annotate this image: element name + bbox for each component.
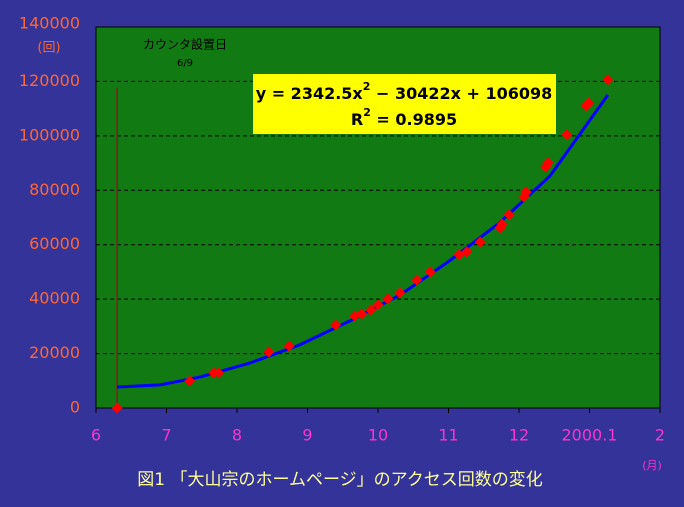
equation-text: R2 = 0.9895 [351, 106, 457, 129]
equation-box [253, 74, 556, 134]
data-point [213, 367, 225, 379]
data-point [111, 402, 123, 414]
data-point [372, 299, 384, 311]
equation-part: = 0.9895 [371, 110, 457, 129]
annotation-date: 6/9 [177, 58, 193, 69]
data-point [365, 304, 377, 316]
y-tick-label: 100000 [19, 125, 80, 144]
data-point [474, 236, 486, 248]
y-tick-label: 80000 [29, 180, 80, 199]
data-point [411, 274, 423, 286]
x-tick-label: 7 [161, 426, 171, 445]
data-point [602, 74, 614, 86]
y-tick-label: 140000 [19, 14, 80, 33]
x-tick-label: 6 [91, 426, 101, 445]
y-tick-label: 20000 [29, 343, 80, 362]
equation-part: y = 2342.5x [256, 84, 364, 103]
equation-part: R [351, 110, 363, 129]
data-point [542, 157, 554, 169]
y-tick-label: 0 [70, 398, 80, 417]
x-unit: (月) [642, 459, 662, 472]
data-point [561, 129, 573, 141]
data-point [263, 346, 275, 358]
superscript: 2 [363, 80, 371, 93]
y-tick-label: 40000 [29, 289, 80, 308]
data-point [520, 186, 532, 198]
data-point [184, 375, 196, 387]
equation-text: y = 2342.5x2 − 30422x + 106098 [256, 80, 553, 103]
x-tick-label: 12 [509, 426, 529, 445]
data-point [356, 308, 368, 320]
data-point [424, 266, 436, 278]
data-point [330, 319, 342, 331]
y-tick-label: 60000 [29, 234, 80, 253]
equation-part: − 30422x + 106098 [370, 84, 552, 103]
y-unit: (回) [37, 41, 60, 56]
data-point [496, 218, 508, 230]
x-tick-label: 11 [438, 426, 458, 445]
data-point [382, 293, 394, 305]
x-tick-label: 8 [232, 426, 242, 445]
annotation-text: カウンタ設置日 [143, 37, 227, 52]
data-point [583, 97, 595, 109]
data-point [461, 246, 473, 258]
superscript: 2 [363, 106, 371, 119]
x-tick-label: 9 [302, 426, 312, 445]
data-point [394, 287, 406, 299]
x-tick-label: 2000.1 [562, 426, 618, 445]
x-tick-label: 10 [368, 426, 388, 445]
x-tick-label: 2 [655, 426, 665, 445]
data-point [283, 340, 295, 352]
data-point [503, 209, 515, 221]
y-tick-label: 120000 [19, 71, 80, 90]
chart-title: 図1 「大山宗のホームページ」のアクセス回数の変化 [137, 470, 543, 490]
